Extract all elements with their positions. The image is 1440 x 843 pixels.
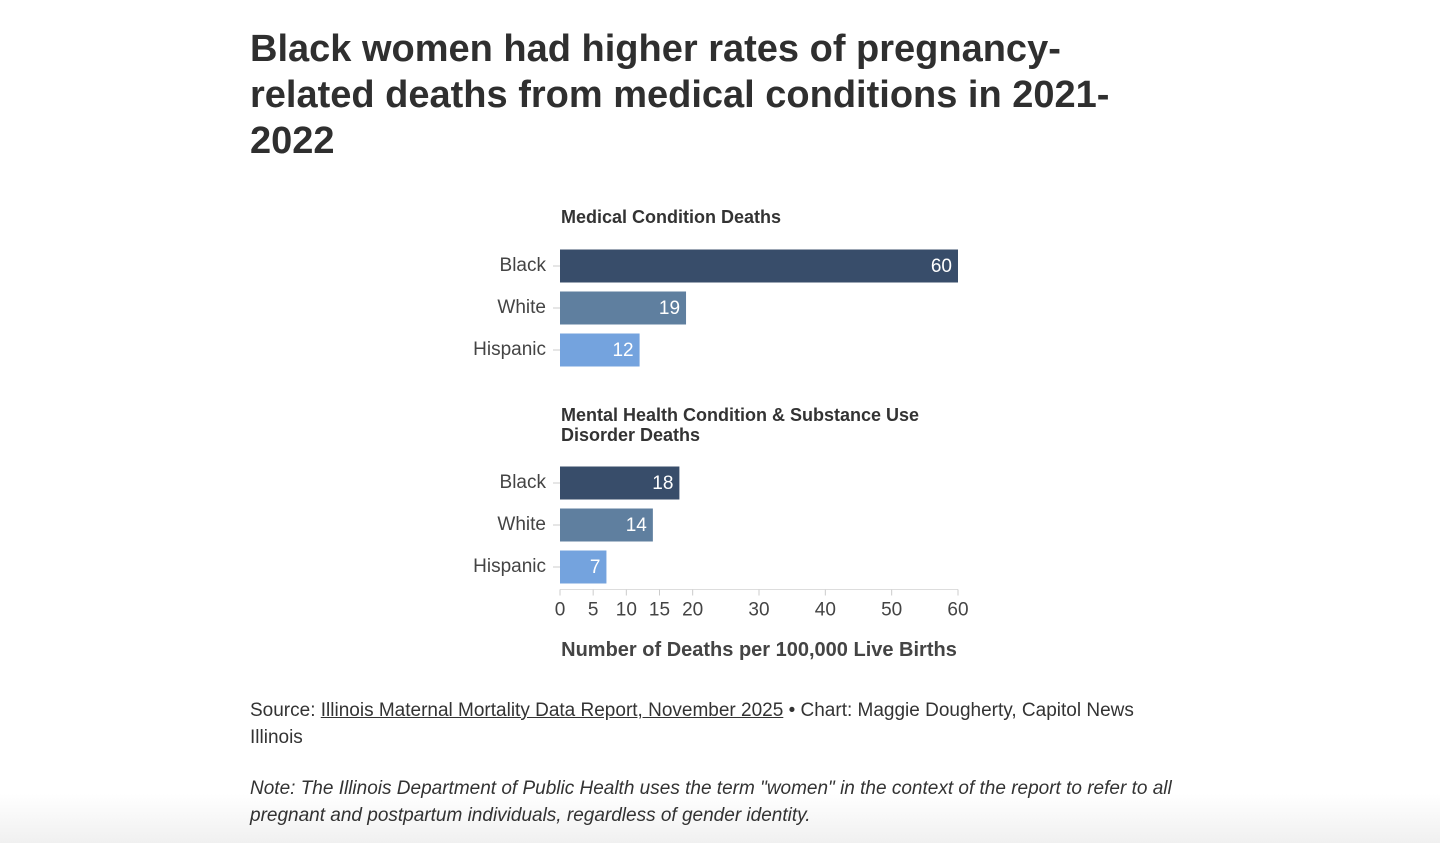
- y-tick-label: White: [497, 297, 546, 318]
- x-tick-label: 60: [947, 600, 968, 621]
- source-line: Source: Illinois Maternal Mortality Data…: [250, 697, 1190, 751]
- x-tick-label: 15: [649, 600, 670, 621]
- value-label: 7: [590, 557, 601, 578]
- value-label: 14: [626, 515, 648, 536]
- source-prefix: Source:: [250, 700, 316, 721]
- panel-title: Medical Condition Deaths: [561, 207, 782, 227]
- bar: [560, 508, 653, 542]
- value-label: 12: [612, 340, 633, 361]
- bar: [560, 550, 607, 584]
- y-tick-label: Hispanic: [473, 556, 546, 577]
- value-label: 60: [931, 256, 952, 277]
- value-label: 18: [652, 473, 673, 494]
- chart: Black 60 White 19 Hispanic 12 Black 18 White 14 Hi…: [473, 249, 969, 661]
- panel-title: Mental Health Condition & Substance Use …: [561, 405, 920, 445]
- x-axis-title: Number of Deaths per 100,000 Live Births: [561, 639, 957, 661]
- y-tick-label: White: [497, 514, 546, 535]
- bar: [560, 466, 680, 500]
- bar: [560, 249, 958, 283]
- x-tick-label: 50: [881, 600, 902, 621]
- x-tick-label: 5: [588, 600, 599, 621]
- y-tick-label: Black: [500, 472, 547, 493]
- x-tick-label: 40: [815, 600, 836, 621]
- x-tick-label: 30: [748, 600, 769, 621]
- x-tick-label: 0: [555, 600, 566, 621]
- x-tick-label: 10: [616, 600, 637, 621]
- y-tick-label: Hispanic: [473, 339, 546, 360]
- note: Note: The Illinois Department of Public …: [250, 778, 1172, 826]
- y-tick-label: Black: [500, 255, 547, 276]
- bar: [560, 333, 640, 367]
- value-label: 19: [659, 298, 680, 319]
- bar: [560, 291, 687, 325]
- credit: • Chart: Maggie Dougherty, Capitol News …: [250, 700, 1134, 748]
- x-tick-label: 20: [682, 600, 703, 621]
- source-link[interactable]: Illinois Maternal Mortality Data Report,…: [320, 700, 784, 721]
- headline: Black women had higher rates of pregnanc…: [250, 28, 1110, 162]
